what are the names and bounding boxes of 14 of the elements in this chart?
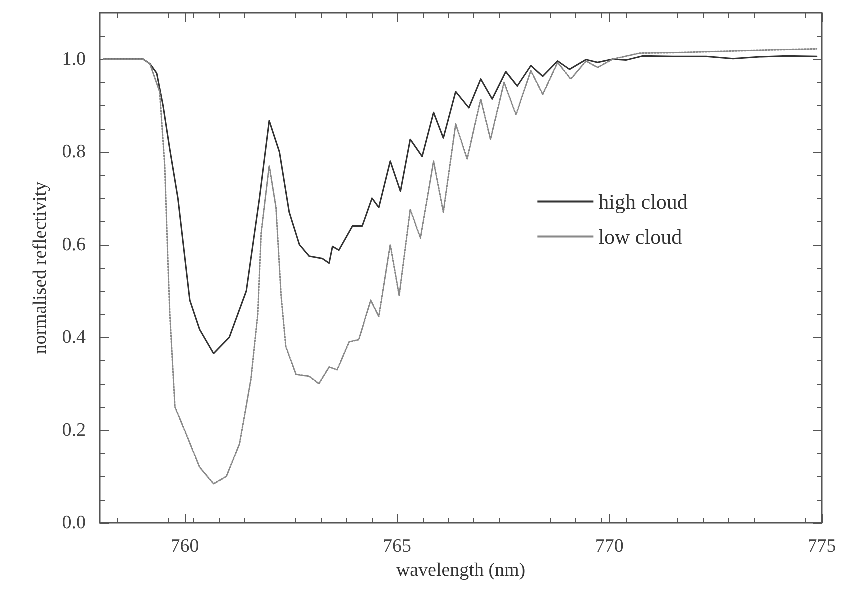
y-tick-label: 1.0 [62,48,86,70]
x-tick-label: 770 [595,536,624,557]
legend-label: low cloud [598,224,683,249]
y-tick-label: 0.8 [62,142,86,163]
x-tick-label: 760 [170,536,200,557]
x-axis-title: wavelength (nm) [396,560,526,581]
x-tick-label: 765 [383,536,412,557]
y-tick-label: 0.4 [62,327,86,348]
legend-label: high cloud [598,190,688,214]
y-tick-label: 0.6 [62,234,86,256]
y-tick-label: 0.2 [62,420,86,441]
x-tick-label: 775 [808,536,836,557]
y-tick-label: 0.0 [62,512,86,534]
y-axis-title: normalised reflectivity [30,181,51,354]
